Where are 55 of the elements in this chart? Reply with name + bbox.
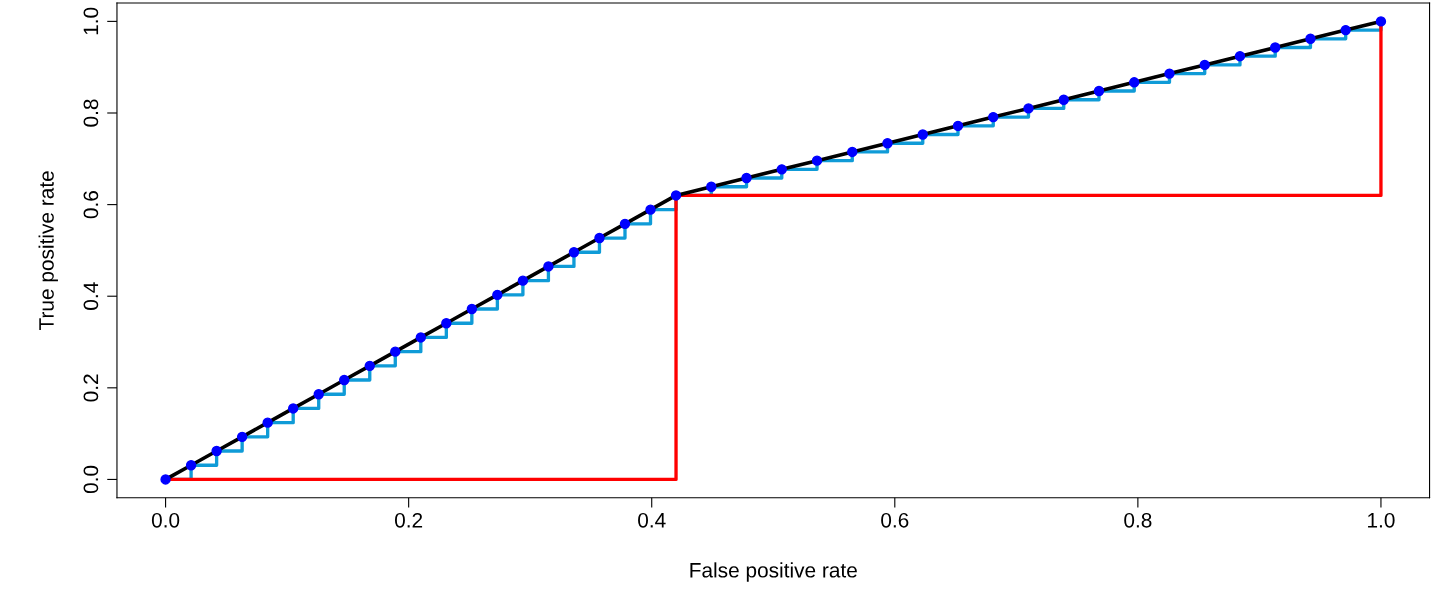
- point: [594, 232, 605, 244]
- point: [1093, 85, 1105, 97]
- point: [1234, 51, 1246, 62]
- x-tick-label: 0.6: [881, 512, 909, 528]
- point: [211, 445, 222, 457]
- point: [706, 181, 717, 192]
- point: [1164, 68, 1175, 79]
- x-tick-label: 0.8: [1124, 512, 1152, 528]
- point: [917, 129, 928, 140]
- point: [1375, 16, 1387, 27]
- x-tick-label: 0.4: [638, 512, 666, 528]
- point: [466, 303, 478, 315]
- point: [619, 218, 631, 230]
- point: [1305, 33, 1316, 44]
- point: [988, 111, 999, 123]
- point: [1058, 94, 1069, 105]
- point: [441, 318, 452, 329]
- y-tick-label: 0.2: [83, 374, 99, 402]
- point: [262, 417, 273, 428]
- point: [645, 204, 656, 215]
- point: [1129, 77, 1140, 88]
- y-axis-title: True positive rate: [38, 171, 58, 331]
- point: [415, 332, 427, 343]
- x-tick-label: 1.0: [1368, 512, 1395, 528]
- point: [287, 403, 299, 414]
- y-tick-label: 0.8: [83, 99, 99, 127]
- point: [1270, 42, 1281, 53]
- point: [952, 120, 964, 132]
- point: [741, 172, 752, 184]
- point: [313, 389, 324, 400]
- point: [776, 164, 787, 175]
- point: [1199, 59, 1210, 71]
- y-tick-label: 0.4: [83, 282, 99, 310]
- y-tick-label: 0.0: [83, 465, 99, 494]
- point: [670, 190, 682, 201]
- point: [339, 374, 350, 386]
- point: [568, 247, 580, 258]
- point: [492, 289, 503, 301]
- point: [236, 431, 248, 443]
- point: [364, 360, 375, 372]
- y-tick-label: 1.0: [83, 7, 99, 35]
- point: [811, 155, 823, 166]
- point: [1023, 103, 1034, 114]
- x-axis-title: False positive rate: [690, 562, 857, 582]
- point: [1340, 24, 1351, 36]
- y-tick-label: 0.6: [83, 191, 99, 219]
- point: [882, 138, 893, 149]
- point: [847, 146, 858, 158]
- point: [185, 460, 197, 471]
- point: [543, 261, 554, 272]
- x-tick-label: 0.0: [151, 512, 180, 528]
- point: [160, 474, 171, 485]
- point: [517, 275, 529, 286]
- x-tick-label: 0.2: [394, 512, 423, 528]
- point: [390, 346, 401, 357]
